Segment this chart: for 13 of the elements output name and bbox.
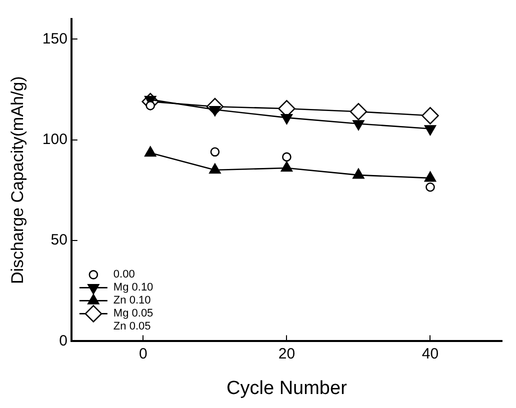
y-tick-label: 0 [59, 332, 68, 350]
y-tick-label: 100 [42, 130, 68, 148]
x-tick-label: 0 [139, 345, 148, 362]
y-tick-label: 150 [42, 30, 68, 48]
legend-label: 0.00 [113, 268, 135, 281]
y-axis-title: Discharge Capacity(mAh/g) [8, 76, 27, 284]
y-tick-label: 50 [50, 232, 68, 249]
x-axis-title: Cycle Number [226, 378, 348, 399]
legend-label: Mg 0.10 [113, 282, 154, 294]
legend-label: Zn 0.10 [113, 294, 151, 307]
x-tick-label: 20 [278, 345, 296, 362]
legend-label: Mg 0.05 Zn 0.05 [113, 308, 154, 333]
x-tick-label: 40 [422, 345, 439, 362]
